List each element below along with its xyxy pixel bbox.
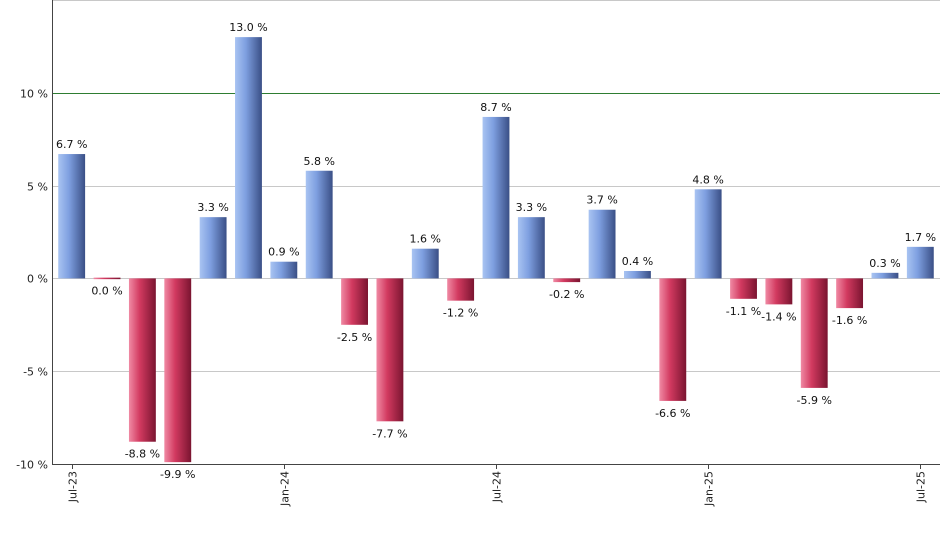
x-tick-label: Jul-23 xyxy=(67,471,80,503)
data-label: 0.4 % xyxy=(622,255,653,268)
data-label: 3.3 % xyxy=(197,201,228,214)
bars xyxy=(58,37,934,463)
data-label: 3.7 % xyxy=(586,194,617,207)
data-label: -9.9 % xyxy=(160,468,195,481)
bar-Jun-24 xyxy=(447,278,475,301)
bar-May-25 xyxy=(836,278,864,309)
bar-Dec-24 xyxy=(659,278,687,401)
data-label: 1.6 % xyxy=(410,233,441,246)
bar-Apr-25 xyxy=(800,278,828,388)
bar-Jul-25 xyxy=(906,246,934,279)
data-label: -1.2 % xyxy=(443,307,478,320)
bar-Dec-23 xyxy=(235,37,262,279)
bar-Feb-24 xyxy=(305,170,333,279)
y-tick-label: -5 % xyxy=(23,366,48,379)
data-label: 4.8 % xyxy=(692,173,723,186)
bar-Nov-24 xyxy=(624,270,651,279)
data-label: 8.7 % xyxy=(480,101,511,114)
data-label: 3.3 % xyxy=(516,201,547,214)
x-tick-label: Jan-24 xyxy=(279,471,292,507)
bar-Sep-24 xyxy=(553,278,581,283)
x-tick-label: Jan-25 xyxy=(703,471,716,507)
bar-May-24 xyxy=(411,248,439,279)
x-tick-label: Jul-25 xyxy=(915,471,928,503)
bar-Nov-23 xyxy=(199,217,227,279)
y-tick-label: 0 % xyxy=(27,273,48,286)
data-label: -2.5 % xyxy=(337,331,372,344)
data-label: -0.2 % xyxy=(549,288,584,301)
bar-Aug-23 xyxy=(93,277,121,280)
bar-Jan-25 xyxy=(694,189,722,279)
data-label: 5.8 % xyxy=(303,155,334,168)
data-labels: 6.7 % 0.0 % -8.8 %-9.9 % 3.3 % 13.0 % 0.9 % 5.… xyxy=(56,21,936,481)
bar-Oct-23 xyxy=(164,278,192,463)
bar-Mar-24 xyxy=(341,278,368,325)
bar-Jul-23 xyxy=(58,154,86,279)
data-label: -1.4 % xyxy=(761,310,796,323)
bar-Mar-25 xyxy=(765,278,793,305)
bar-Jul-24 xyxy=(482,116,510,279)
data-label: 13.0 % xyxy=(229,21,267,34)
bar-Sep-23 xyxy=(128,278,156,442)
data-label: 0.9 % xyxy=(268,246,299,259)
data-label: -8.8 % xyxy=(125,448,160,461)
data-label: -1.6 % xyxy=(832,314,867,327)
bar-Oct-24 xyxy=(588,209,616,279)
bar-Jun-25 xyxy=(871,272,899,279)
axes: 10 % 5 % 0 % -5 % -10 % Jul-23 Jan-24 Jul-24 Jan… xyxy=(16,0,940,507)
x-tick-label: Jul-24 xyxy=(491,471,504,503)
bar-Aug-24 xyxy=(517,217,545,279)
data-label: 0.3 % xyxy=(869,257,900,270)
data-label: 0.0 % xyxy=(91,284,122,297)
data-label: -1.1 % xyxy=(726,305,761,318)
data-label: -5.9 % xyxy=(797,394,832,407)
y-tick-label: 5 % xyxy=(27,181,48,194)
bar-Feb-25 xyxy=(730,278,757,299)
bar-Jan-24 xyxy=(270,261,298,279)
data-label: 1.7 % xyxy=(905,231,936,244)
y-tick-label: 10 % xyxy=(20,88,48,101)
bar-Apr-24 xyxy=(376,278,404,422)
data-label: -7.7 % xyxy=(372,427,407,440)
y-tick-label: -10 % xyxy=(16,459,48,472)
data-label: 6.7 % xyxy=(56,138,87,151)
data-label: -6.6 % xyxy=(655,407,690,420)
